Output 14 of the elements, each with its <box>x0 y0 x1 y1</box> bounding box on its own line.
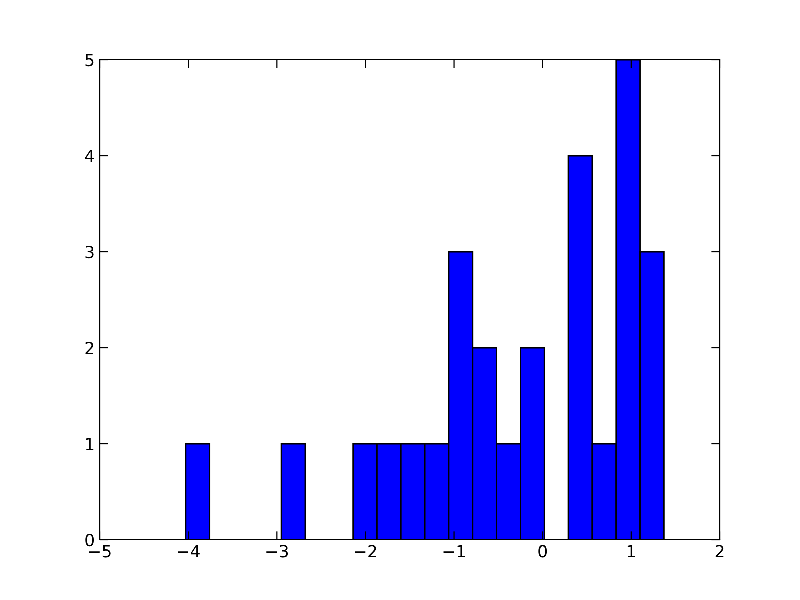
x-tick-label: 2 <box>716 545 724 558</box>
x-tick-label: 1 <box>628 545 636 558</box>
y-tick-label: 5 <box>86 54 94 67</box>
x-tick-label: −2 <box>355 545 376 558</box>
x-tick-label: −3 <box>266 545 288 558</box>
y-tick-label: 2 <box>86 342 94 354</box>
y-tick-label: 1 <box>86 438 94 450</box>
y-tick-label: 3 <box>86 246 94 259</box>
y-tick-label: 0 <box>86 534 94 547</box>
x-tick-label: 0 <box>538 545 548 558</box>
x-tick-label: −5 <box>89 545 111 558</box>
y-tick-label: 4 <box>85 150 94 162</box>
x-tick-label: −1 <box>444 545 466 558</box>
x-tick-label: −4 <box>178 545 200 558</box>
